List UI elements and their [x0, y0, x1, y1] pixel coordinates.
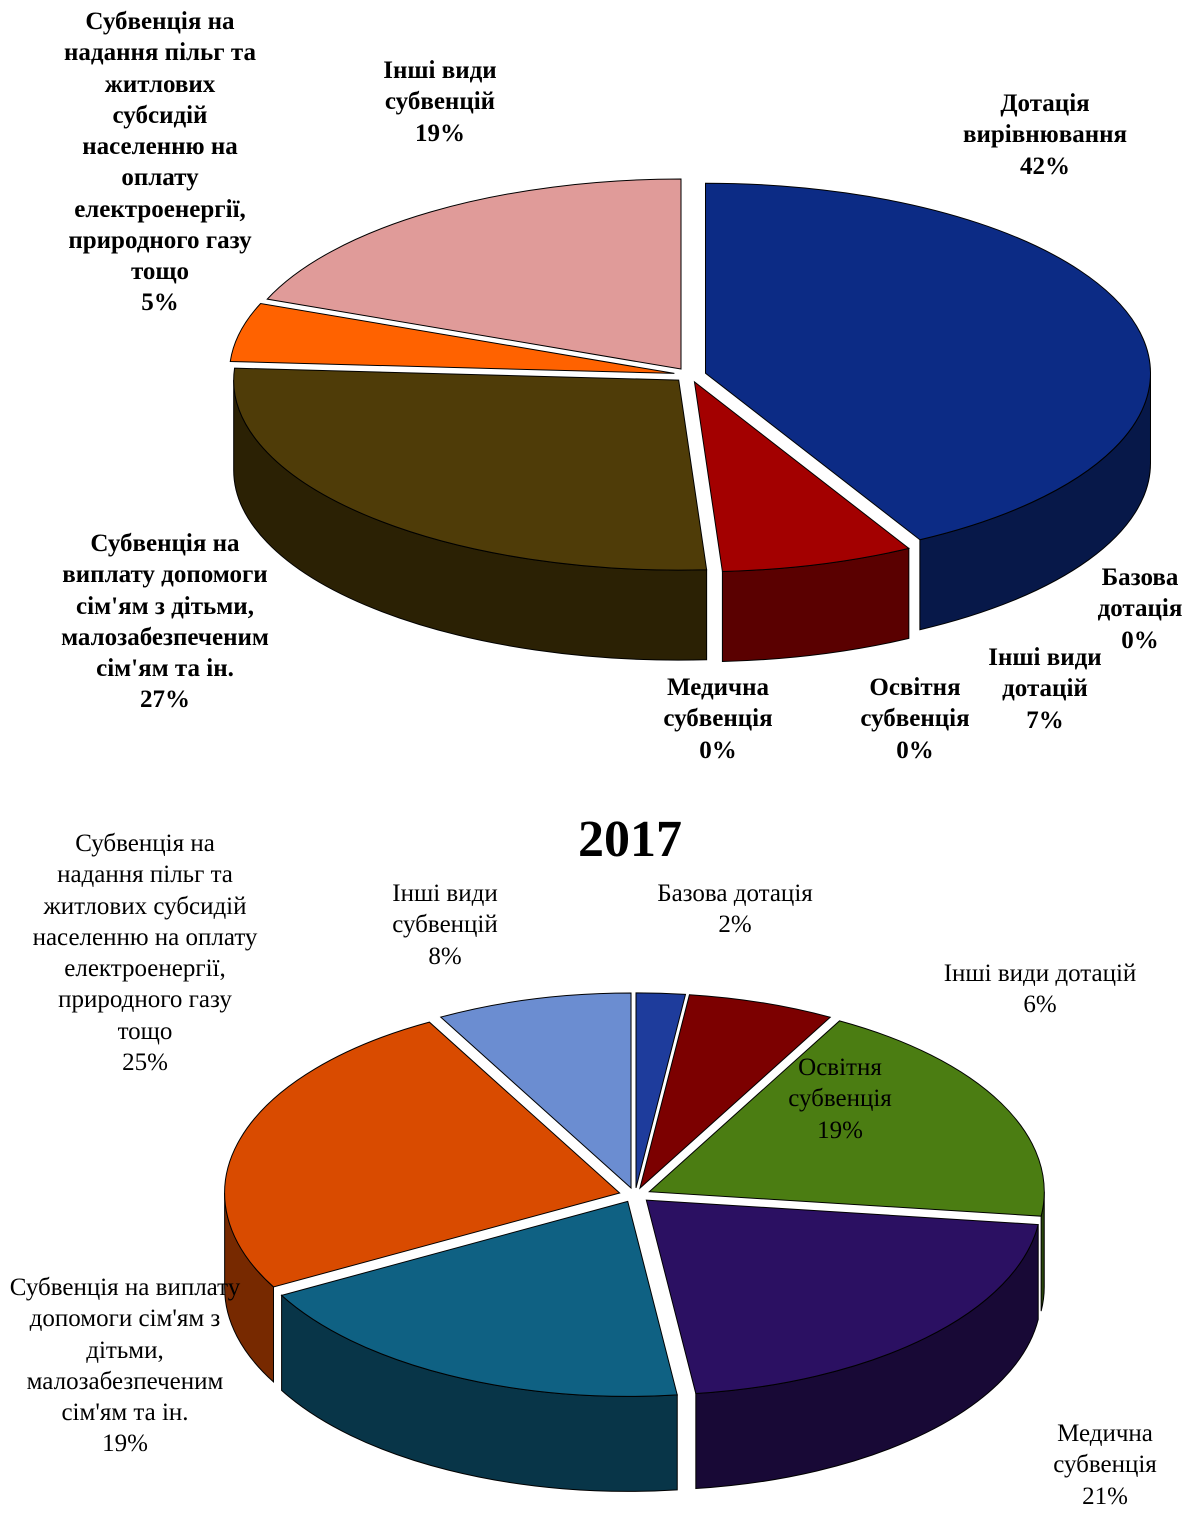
label-name: Субвенція на виплату допомоги сім'ям з д…: [9, 1274, 241, 1426]
data-label: Медична субвенція 0%: [633, 672, 803, 766]
label-value: 19%: [817, 1116, 863, 1144]
slice: [639, 994, 832, 1190]
data-label: Інші види дотацій 6%: [895, 958, 1185, 1021]
label-value: 21%: [1082, 1482, 1128, 1510]
slice: [233, 367, 708, 571]
label-name: Інші види дотацій: [988, 644, 1102, 703]
slice-top: [280, 1200, 678, 1397]
slice: [648, 1020, 1045, 1217]
slice-top: [704, 182, 1151, 541]
data-label: Субвенція на надання пільг та житлових с…: [55, 6, 265, 319]
label-value: 25%: [122, 1048, 168, 1076]
label-name: Інші види субвенцій: [383, 57, 497, 116]
data-label: Медична субвенція 21%: [1020, 1418, 1190, 1512]
slice-top: [266, 178, 682, 370]
data-label: Субвенція на виплату допомоги сім'ям з д…: [45, 528, 285, 716]
label-name: Освітня субвенція: [788, 1054, 892, 1113]
label-name: Дотація вирівнювання: [962, 90, 1128, 149]
slice: [280, 1200, 678, 1397]
pie-tops: [229, 178, 1151, 573]
label-value: 27%: [140, 686, 190, 714]
label-name: Базова дотація: [1097, 564, 1183, 623]
slice-top: [439, 992, 632, 1190]
data-label: Освітня субвенція 19%: [745, 1052, 935, 1146]
label-name: Субвенція на надання пільг та житлових с…: [32, 830, 258, 1045]
data-label: Базова дотація 0%: [1085, 562, 1195, 656]
slice: [266, 178, 682, 370]
slice: [645, 1199, 1039, 1395]
data-label: Інші види субвенцій 19%: [345, 55, 535, 149]
data-label: Субвенція на виплату допомоги сім'ям з д…: [0, 1272, 250, 1460]
slice: [635, 992, 687, 1188]
label-name: Субвенція на виплату допомоги сім'ям з д…: [61, 530, 269, 682]
data-label: Дотація вирівнювання 42%: [930, 88, 1160, 182]
slice-top: [224, 1021, 621, 1288]
label-value: 19%: [102, 1430, 148, 1458]
slice-top: [645, 1199, 1039, 1395]
label-value: 2%: [718, 911, 752, 939]
label-value: 5%: [141, 289, 179, 317]
label-name: Медична субвенція: [663, 674, 773, 733]
data-label: Базова дотація 2%: [610, 878, 860, 941]
slice: [439, 992, 632, 1190]
chart-title: 2017: [578, 811, 682, 868]
pie-tops: [224, 992, 1045, 1397]
data-label: Інші види дотацій 7%: [960, 642, 1130, 736]
slice-top: [233, 367, 708, 571]
label-name: Освітня субвенція: [860, 674, 970, 733]
slice: [704, 182, 1151, 541]
label-value: 8%: [428, 942, 462, 970]
label-value: 0%: [1121, 626, 1159, 654]
label-value: 7%: [1026, 706, 1064, 734]
data-label: Інші види субвенцій 8%: [360, 878, 530, 972]
label-value: 0%: [699, 736, 737, 764]
slice-top: [693, 380, 910, 573]
slice: [224, 1021, 621, 1288]
label-value: 6%: [1023, 991, 1057, 1019]
label-value: 42%: [1020, 152, 1070, 180]
slice-top: [648, 1020, 1045, 1217]
label-name: Інші види субвенцій: [392, 880, 498, 939]
label-name: Медична субвенція: [1053, 1420, 1157, 1479]
slice: [693, 380, 910, 573]
data-label: Освітня субвенція 0%: [830, 672, 1000, 766]
label-name: Інші види дотацій: [943, 960, 1137, 987]
slice-top: [229, 302, 675, 374]
label-value: 0%: [896, 736, 934, 764]
label-value: 19%: [415, 119, 465, 147]
slice-top: [639, 994, 832, 1190]
label-name: Субвенція на надання пільг та житлових с…: [64, 8, 256, 285]
label-name: Базова дотація: [657, 880, 813, 907]
slice-top: [635, 992, 687, 1188]
data-label: Субвенція на надання пільг та житлових с…: [30, 828, 260, 1078]
slice: [229, 302, 675, 374]
